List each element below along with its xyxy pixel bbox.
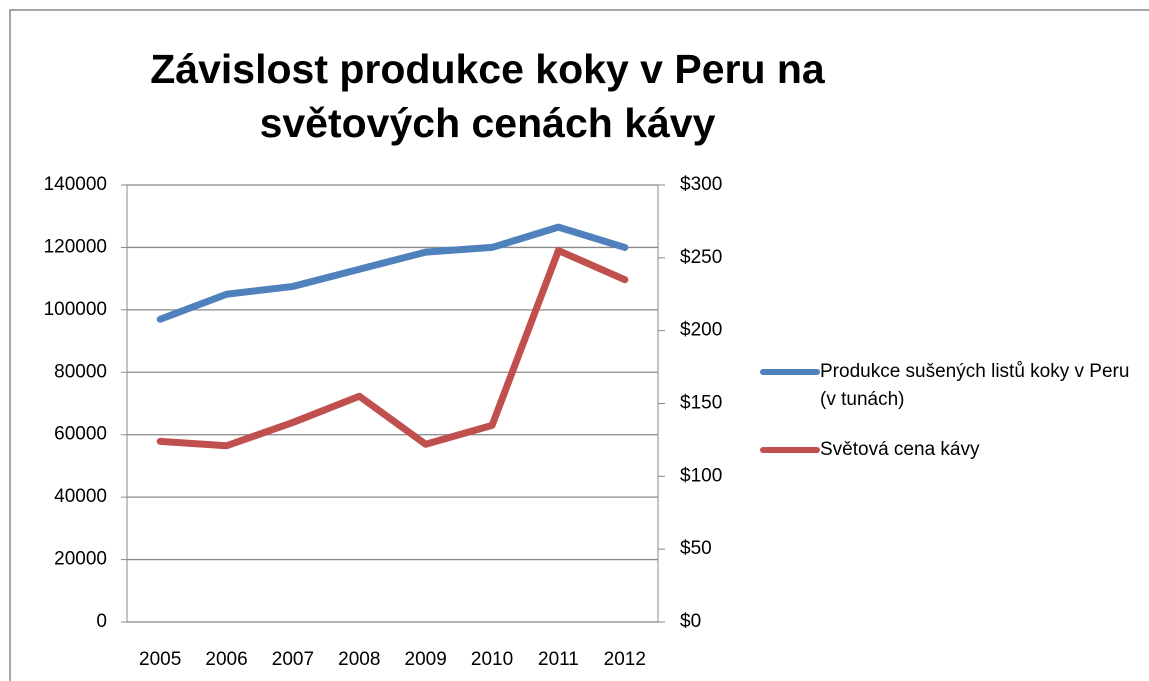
x-tick-label: 2010 bbox=[471, 649, 513, 670]
y2-tick-label: $0 bbox=[680, 611, 701, 632]
x-tick-label: 2006 bbox=[205, 649, 247, 670]
y-tick-label: 0 bbox=[96, 611, 107, 632]
x-tick-label: 2012 bbox=[604, 649, 646, 670]
x-tick-label: 2011 bbox=[538, 649, 579, 670]
y-tick-label: 120000 bbox=[44, 236, 107, 257]
y2-tick-label: $100 bbox=[680, 465, 722, 486]
chart-title: Závislost produkce koky v Peru na světov… bbox=[150, 46, 825, 146]
y-tick-label: 60000 bbox=[54, 424, 107, 445]
y-tick-label: 80000 bbox=[54, 361, 107, 382]
legend-entry: Světová cena kávy bbox=[760, 436, 1145, 464]
series-line bbox=[156, 247, 629, 450]
legend-label: Světová cena kávy bbox=[820, 439, 980, 460]
x-tick-label: 2007 bbox=[272, 649, 314, 670]
y2-tick-label: $250 bbox=[680, 247, 722, 268]
legend-swatch bbox=[760, 369, 820, 375]
legend-swatch bbox=[760, 447, 820, 453]
chart-border bbox=[9, 9, 1149, 681]
x-tick-label: 2009 bbox=[405, 649, 447, 670]
y-tick-label: 140000 bbox=[44, 174, 107, 195]
y-tick-label: 40000 bbox=[54, 486, 107, 507]
legend-label: Produkce sušených listů koky v Peru (v t… bbox=[820, 361, 1130, 410]
x-tick-label: 2008 bbox=[338, 649, 380, 670]
y2-tick-label: $200 bbox=[680, 320, 722, 341]
y2-tick-label: $50 bbox=[680, 538, 712, 559]
y-tick-label: 100000 bbox=[44, 299, 107, 320]
series-line bbox=[156, 223, 629, 323]
y2-tick-label: $150 bbox=[680, 393, 722, 414]
legend-entry: Produkce sušených listů koky v Peru (v t… bbox=[760, 358, 1145, 414]
y-tick-label: 20000 bbox=[54, 549, 107, 570]
x-tick-label: 2005 bbox=[139, 649, 181, 670]
y2-tick-label: $300 bbox=[680, 174, 722, 195]
